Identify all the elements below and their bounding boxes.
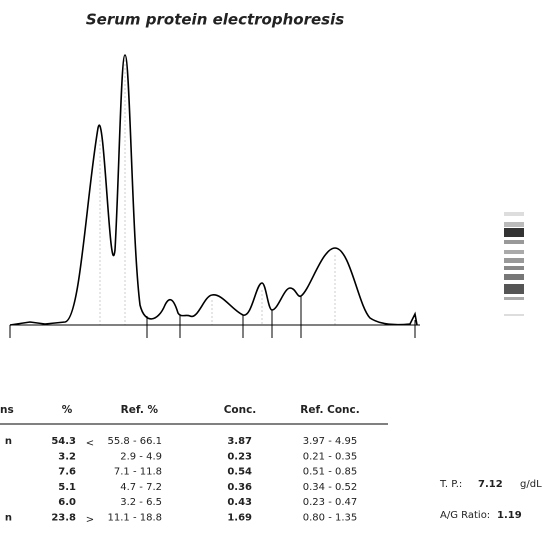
ref-conc: 0.21 - 0.35 xyxy=(303,451,358,462)
densitogram xyxy=(10,55,420,338)
conc: 3.87 xyxy=(227,436,252,447)
column-header: Ref. Conc. xyxy=(300,404,359,416)
percent: 6.0 xyxy=(58,497,76,508)
conc: 0.43 xyxy=(227,497,252,508)
tp-unit: g/dL xyxy=(520,479,542,490)
percent: 54.3 xyxy=(51,436,76,447)
percent: 7.6 xyxy=(58,467,76,478)
tp-value: 7.12 xyxy=(478,479,503,490)
gel-lane xyxy=(504,212,524,316)
conc: 0.23 xyxy=(227,451,252,462)
ref-percent: 55.8 - 66.1 xyxy=(108,436,163,447)
conc: 0.36 xyxy=(227,482,252,493)
ref-conc: 3.97 - 4.95 xyxy=(303,436,358,447)
conc: 0.54 xyxy=(227,467,252,478)
column-header: Conc. xyxy=(224,404,257,416)
tp-label: T. P.: xyxy=(439,479,462,490)
report: Serum protein electrophoresis T. P.: 7.1… xyxy=(0,0,556,535)
conc: 1.69 xyxy=(227,513,252,524)
flag: < xyxy=(86,438,94,449)
percent: 23.8 xyxy=(51,513,76,524)
ag-label: A/G Ratio: xyxy=(440,510,490,521)
row-label: n xyxy=(5,513,12,524)
column-header: ns xyxy=(0,404,14,416)
ag-value: 1.19 xyxy=(497,510,522,521)
title: Serum protein electrophoresis xyxy=(86,11,344,29)
ref-percent: 3.2 - 6.5 xyxy=(120,497,162,508)
ref-percent: 7.1 - 11.8 xyxy=(114,467,162,478)
ref-conc: 0.51 - 0.85 xyxy=(303,467,358,478)
ref-percent: 4.7 - 7.2 xyxy=(120,482,162,493)
column-header: Ref. % xyxy=(121,404,159,416)
flag: > xyxy=(86,515,94,526)
ref-conc: 0.23 - 0.47 xyxy=(303,497,358,508)
ref-percent: 11.1 - 18.8 xyxy=(108,513,163,524)
ref-conc: 0.34 - 0.52 xyxy=(303,482,358,493)
ref-conc: 0.80 - 1.35 xyxy=(303,513,358,524)
ref-percent: 2.9 - 4.9 xyxy=(120,451,162,462)
column-header: % xyxy=(62,404,73,416)
percent: 3.2 xyxy=(58,451,76,462)
row-label: n xyxy=(5,436,12,447)
percent: 5.1 xyxy=(58,482,76,493)
